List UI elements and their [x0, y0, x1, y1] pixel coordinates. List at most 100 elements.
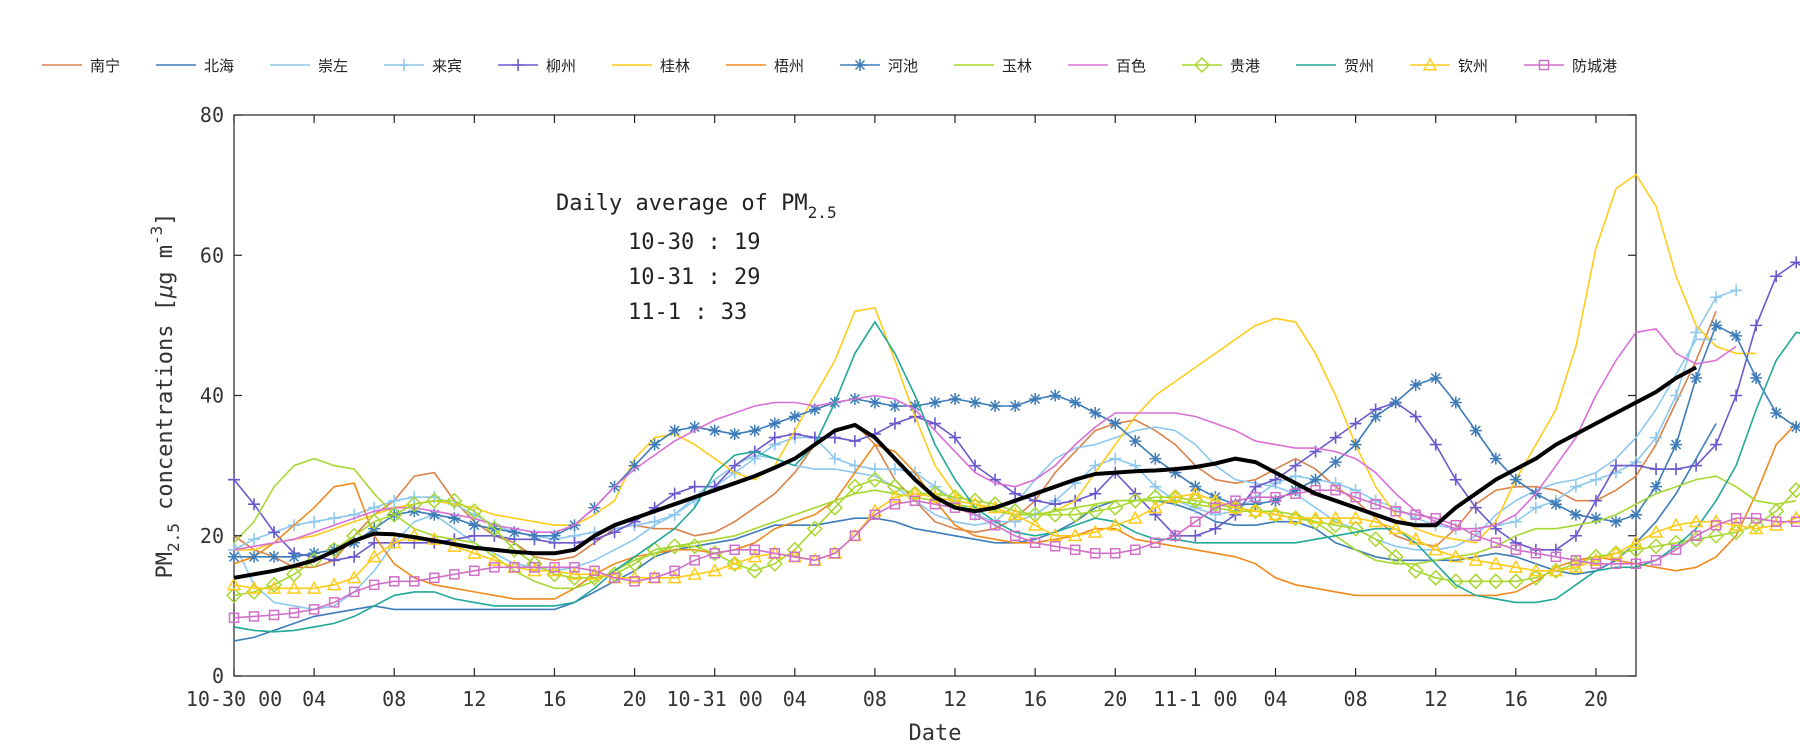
- legend-label-2: 崇左: [318, 57, 348, 75]
- series-7-point-12: [468, 519, 481, 532]
- series-7-point-34: [908, 400, 921, 413]
- series-7-point-52: [1269, 494, 1282, 507]
- series-7-point-41: [1049, 389, 1062, 402]
- series-13-point-63: [1490, 537, 1502, 549]
- series-12-point-63: [1488, 556, 1504, 570]
- series-13-point-66: [1550, 551, 1562, 563]
- x-tick-label-6: 10-31 00: [667, 687, 763, 711]
- series-12-point-34: [907, 486, 923, 500]
- series-line-9: [233, 328, 1737, 551]
- series-3-point-68: [1589, 473, 1602, 486]
- series-4-point-78: [1790, 256, 1800, 269]
- series-4-point-17: [568, 536, 581, 549]
- series-4-point-33: [888, 417, 901, 430]
- series-4-point-69: [1609, 459, 1622, 472]
- series-12-point-44: [1107, 517, 1123, 531]
- series-4-point-6: [348, 550, 361, 563]
- series-12-point-49: [1208, 493, 1223, 507]
- series-12-point-15: [527, 563, 542, 577]
- series-12-point-5: [326, 577, 342, 591]
- x-tick-label-8: 08: [863, 687, 887, 711]
- x-tick-label-16: 16: [1504, 687, 1528, 711]
- series-7-point-1: [248, 550, 261, 563]
- series-4-point-0: [228, 473, 240, 486]
- series-12-point-65: [1528, 563, 1544, 577]
- legend-item-10: 贵港: [1182, 56, 1260, 75]
- series-12-point-39: [1007, 507, 1023, 521]
- series-10-point-8: [386, 506, 403, 523]
- series-13-point-33: [889, 498, 901, 510]
- series-12-point-12: [467, 545, 482, 559]
- legend-label-7: 河池: [888, 57, 918, 75]
- series-3-point-74: [1710, 291, 1723, 304]
- series-4-point-49: [1209, 522, 1222, 535]
- series-7-point-37: [969, 396, 982, 409]
- series-10-point-0: [225, 587, 243, 604]
- series-13-point-65: [1530, 548, 1542, 559]
- series-7-point-39: [1009, 400, 1022, 413]
- series-12-point-13: [487, 552, 502, 566]
- series-10-point-74: [1708, 527, 1725, 544]
- series-7-point-50: [1229, 498, 1242, 511]
- series-3-point-22: [668, 508, 681, 521]
- legend-label-12: 钦州: [1458, 57, 1488, 75]
- series-12-point-23: [687, 566, 702, 580]
- series-7-point-56: [1349, 438, 1362, 451]
- series-layer: [225, 173, 1800, 642]
- series-7-point-14: [508, 526, 521, 539]
- series-3-point-30: [828, 452, 841, 465]
- legend-marker-3: [398, 59, 410, 71]
- series-4-point-68: [1589, 494, 1602, 507]
- series-13-point-9: [409, 576, 420, 587]
- legend-item-13: 防城港: [1524, 57, 1617, 75]
- series-10-point-51: [1247, 503, 1264, 520]
- series-7-point-66: [1549, 498, 1562, 511]
- series-13-point-46: [1150, 537, 1161, 549]
- series-13-point-23: [689, 555, 700, 566]
- series-4-point-75: [1730, 389, 1743, 402]
- series-4-point-67: [1569, 529, 1582, 542]
- series-4-point-56: [1349, 417, 1362, 430]
- series-10-point-38: [987, 496, 1004, 513]
- series-2: [233, 338, 1717, 611]
- series-13-point-25: [729, 544, 740, 556]
- series-7-point-42: [1069, 396, 1082, 409]
- average-layer: [233, 365, 1698, 580]
- annotation-line-2: 11-1 : 33: [628, 300, 747, 325]
- series-12-point-16: [547, 563, 562, 577]
- series-10-point-32: [866, 471, 883, 488]
- series-12-point-7: [366, 549, 382, 563]
- series-13-point-77: [1770, 516, 1782, 527]
- legend-label-13: 防城港: [1572, 57, 1617, 75]
- series-13-point-51: [1250, 491, 1261, 503]
- series-line-10: [233, 478, 1800, 597]
- series-10-point-60: [1427, 569, 1444, 586]
- series-7-point-67: [1569, 508, 1582, 521]
- series-3-point-21: [648, 515, 661, 528]
- series-line-4: [233, 261, 1800, 562]
- series-13-point-47: [1170, 530, 1181, 541]
- series-7-point-15: [528, 529, 541, 542]
- legend-item-12: 钦州: [1410, 57, 1488, 75]
- series-7-point-46: [1149, 452, 1162, 465]
- series-7-point-27: [768, 417, 781, 430]
- series-13-point-50: [1230, 495, 1241, 506]
- series-13-point-1: [248, 611, 260, 622]
- series-13-point-57: [1370, 498, 1381, 510]
- series-4-point-36: [949, 431, 962, 444]
- series-12-point-69: [1608, 545, 1624, 559]
- series-7-point-2: [268, 550, 281, 563]
- series-3-point-4: [308, 515, 321, 528]
- series-12-point-33: [887, 489, 903, 503]
- series-4-point-30: [828, 431, 841, 444]
- series-12-point-60: [1428, 542, 1443, 556]
- series-13-point-13: [489, 562, 500, 573]
- series-7-point-11: [448, 512, 461, 525]
- series-4-point-53: [1289, 459, 1302, 472]
- legend-label-9: 百色: [1116, 57, 1146, 75]
- series-13-point-45: [1130, 544, 1141, 556]
- series-7-point-68: [1589, 512, 1602, 525]
- series-12-point-25: [727, 556, 742, 570]
- series-13-point-58: [1390, 505, 1401, 517]
- series-10-point-40: [1027, 506, 1044, 523]
